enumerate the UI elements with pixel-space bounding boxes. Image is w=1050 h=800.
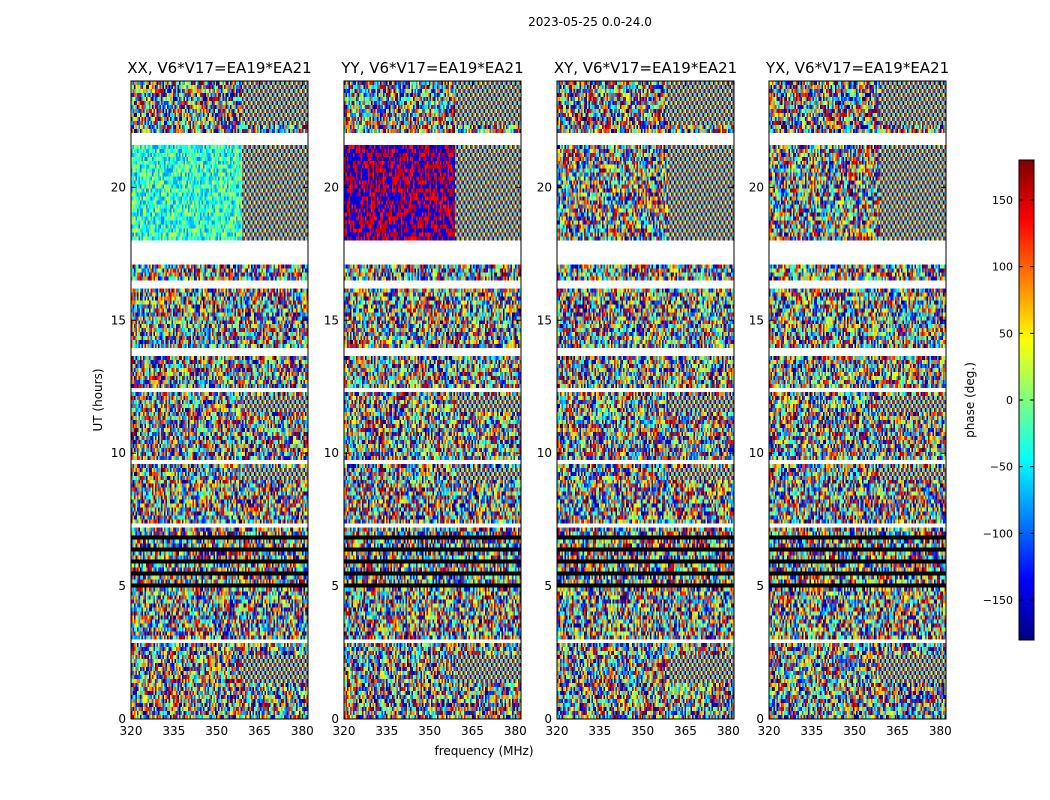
y-tick-label: 5 — [544, 579, 552, 593]
x-tick-label: 365 — [674, 724, 697, 738]
panel-xx: XX, V6*V17=EA19*EA21 320 335 350 365 380 0 5 10 1… — [111, 59, 314, 738]
plot-frame — [768, 80, 947, 720]
plot-frame — [556, 80, 735, 720]
colorbar-tick-label: −50 — [990, 461, 1013, 474]
colorbar-tick-label: −100 — [983, 527, 1013, 540]
x-tick-label: 320 — [333, 724, 356, 738]
y-tick-label: 0 — [544, 712, 552, 726]
x-tick-label: 320 — [546, 724, 569, 738]
y-tick-label: 10 — [749, 446, 764, 460]
colorbar-tick-label: 50 — [999, 327, 1013, 340]
y-tick-label: 15 — [537, 313, 552, 327]
panel-yy: YY, V6*V17=EA19*EA21 320 335 350 365 380 0 5 10 1… — [324, 59, 527, 738]
y-tick-label: 10 — [111, 446, 126, 460]
phase-heatmap — [131, 81, 308, 719]
x-tick-label: 380 — [717, 724, 740, 738]
y-tick-label: 0 — [118, 712, 126, 726]
panel-yx: YX, V6*V17=EA19*EA21 320 335 350 365 380 0 5 10 1… — [749, 59, 952, 738]
y-tick-label: 0 — [756, 712, 764, 726]
x-tick-label: 350 — [205, 724, 228, 738]
x-tick-label: 380 — [929, 724, 952, 738]
colorbar: 150 100 50 0 −50 −100 −150 — [983, 159, 1035, 641]
figure-suptitle: 2023-05-25 0.0-24.0 — [528, 15, 652, 29]
x-axis-label: frequency (MHz) — [434, 744, 533, 758]
x-tick-label: 365 — [461, 724, 484, 738]
y-tick-label: 20 — [324, 180, 339, 194]
colorbar-label: phase (deg.) — [963, 362, 977, 438]
y-tick-label: 0 — [331, 712, 339, 726]
y-tick-label: 15 — [111, 313, 126, 327]
x-tick-label: 335 — [800, 724, 823, 738]
x-tick-label: 350 — [843, 724, 866, 738]
y-tick-label: 5 — [331, 579, 339, 593]
panel-xy: XY, V6*V17=EA19*EA21 320 335 350 365 380 0 5 10 1… — [537, 59, 740, 738]
x-tick-label: 380 — [504, 724, 527, 738]
y-tick-label: 20 — [749, 180, 764, 194]
x-tick-label: 365 — [886, 724, 909, 738]
y-tick-label: 15 — [324, 313, 339, 327]
y-tick-label: 10 — [537, 446, 552, 460]
colorbar-tick-label: −150 — [983, 594, 1013, 607]
x-tick-label: 335 — [375, 724, 398, 738]
panels: XX, V6*V17=EA19*EA21 320 335 350 365 380 0 5 10 1… — [111, 59, 952, 738]
plot-frame — [130, 80, 309, 720]
phase-heatmap — [344, 81, 521, 719]
x-tick-label: 365 — [248, 724, 271, 738]
x-tick-label: 380 — [291, 724, 314, 738]
colorbar-tick-label: 0 — [1006, 394, 1013, 407]
y-tick-label: 10 — [324, 446, 339, 460]
phase-heatmap — [557, 81, 734, 719]
y-tick-label: 20 — [111, 180, 126, 194]
x-tick-label: 335 — [162, 724, 185, 738]
panel-title: YY, V6*V17=EA19*EA21 — [340, 59, 523, 77]
y-tick-label: 20 — [537, 180, 552, 194]
panel-title: XY, V6*V17=EA19*EA21 — [554, 59, 737, 77]
colorbar-tick-label: 150 — [992, 194, 1013, 207]
colorbar-tick-label: 100 — [992, 261, 1013, 274]
x-tick-label: 320 — [120, 724, 143, 738]
x-tick-label: 335 — [588, 724, 611, 738]
x-tick-label: 350 — [418, 724, 441, 738]
y-tick-label: 5 — [756, 579, 764, 593]
x-tick-label: 350 — [631, 724, 654, 738]
y-axis-label: UT (hours) — [91, 368, 105, 431]
x-tick-label: 320 — [758, 724, 781, 738]
phase-heatmap — [769, 81, 946, 719]
panel-title: XX, V6*V17=EA19*EA21 — [127, 59, 311, 77]
y-tick-label: 5 — [118, 579, 126, 593]
panel-title: YX, V6*V17=EA19*EA21 — [765, 59, 949, 77]
y-tick-label: 15 — [749, 313, 764, 327]
plot-frame — [343, 80, 522, 720]
